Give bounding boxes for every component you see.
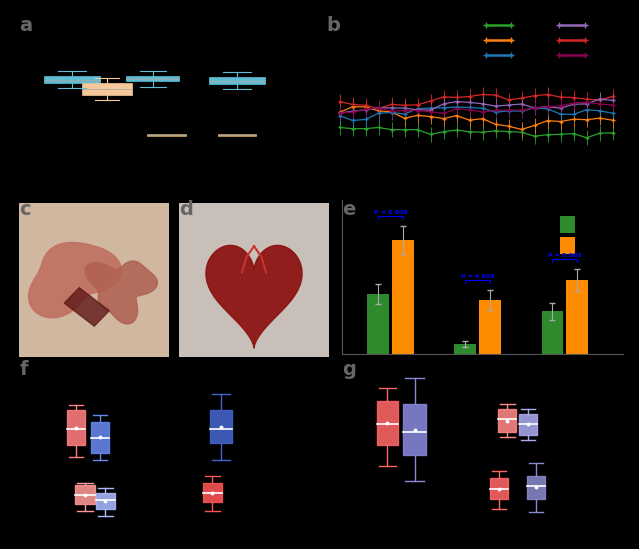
Bar (498, 409, 516, 432)
Text: e: e (342, 200, 355, 220)
Text: d: d (179, 200, 193, 220)
Text: b: b (326, 16, 340, 36)
Bar (96, 492, 115, 509)
Text: P = 0.009: P = 0.009 (461, 274, 495, 279)
Polygon shape (85, 261, 157, 324)
Bar (403, 404, 426, 455)
Polygon shape (29, 243, 121, 318)
Bar (377, 401, 397, 445)
Bar (566, 280, 588, 354)
Bar (454, 344, 476, 354)
Bar (91, 422, 109, 452)
Bar (127, 76, 179, 81)
Bar (209, 77, 265, 84)
Polygon shape (206, 245, 302, 348)
Bar (527, 476, 545, 499)
Bar (479, 300, 501, 354)
Bar (367, 294, 389, 354)
Bar (560, 237, 574, 255)
Bar (210, 410, 232, 443)
Text: P = 0.009: P = 0.009 (374, 210, 407, 215)
Bar (43, 76, 100, 83)
Bar (148, 135, 186, 136)
Text: P = 0.005: P = 0.005 (548, 253, 581, 258)
Text: g: g (342, 360, 356, 379)
Bar (68, 410, 85, 445)
Bar (542, 311, 564, 354)
Bar (203, 483, 222, 502)
Text: a: a (19, 16, 33, 36)
Bar (519, 414, 537, 435)
Text: c: c (19, 200, 31, 220)
Bar (218, 135, 256, 136)
Bar (75, 485, 95, 505)
Bar (82, 83, 132, 94)
Bar (490, 479, 508, 499)
Polygon shape (64, 288, 109, 326)
Bar (560, 216, 574, 233)
Bar (392, 240, 413, 354)
Text: f: f (19, 360, 27, 379)
